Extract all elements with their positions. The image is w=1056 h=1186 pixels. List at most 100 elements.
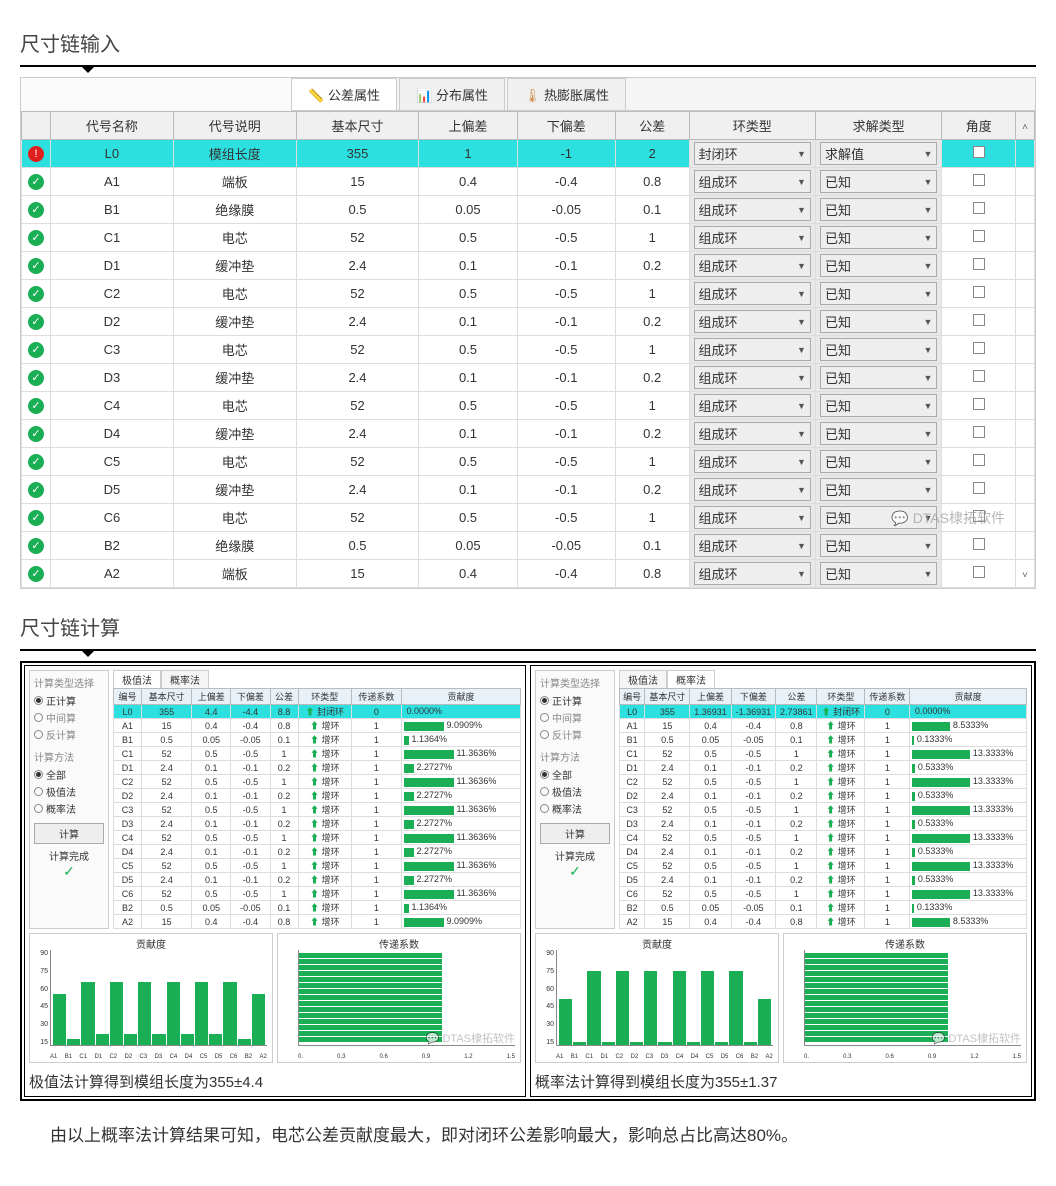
solve-type-dropdown[interactable]: 已知▼ [820,562,937,585]
scroll-track[interactable] [1016,140,1035,168]
ring-type-dropdown[interactable]: 组成环▼ [694,170,811,193]
scroll-track[interactable] [1016,168,1035,196]
angle-checkbox[interactable] [973,482,985,494]
angle-checkbox[interactable] [973,202,985,214]
solve-type-dropdown[interactable]: 已知▼ [820,226,937,249]
angle-cell[interactable] [942,364,1016,392]
scroll-track[interactable] [1016,224,1035,252]
table-row[interactable]: ✓ A2 端板 15 0.4 -0.4 0.8 组成环▼ 已知▼ ˅ [22,560,1035,588]
solve-type-dropdown[interactable]: 已知▼ [820,366,937,389]
calc-method-option[interactable]: 概率法 [34,800,104,817]
table-row[interactable]: ✓ D2 缓冲垫 2.4 0.1 -0.1 0.2 组成环▼ 已知▼ [22,308,1035,336]
table-row[interactable]: ✓ D1 缓冲垫 2.4 0.1 -0.1 0.2 组成环▼ 已知▼ [22,252,1035,280]
scroll-track[interactable] [1016,420,1035,448]
calc-result-tab[interactable]: 概率法 [667,670,715,688]
ring-type-dropdown[interactable]: 组成环▼ [694,422,811,445]
solve-type-dropdown[interactable]: 已知▼ [820,394,937,417]
angle-cell[interactable] [942,168,1016,196]
angle-cell[interactable] [942,448,1016,476]
solve-type-dropdown[interactable]: 已知▼ [820,282,937,305]
angle-checkbox[interactable] [973,286,985,298]
ring-type-dropdown[interactable]: 组成环▼ [694,506,811,529]
angle-cell[interactable] [942,476,1016,504]
tab-0[interactable]: 📏公差属性 [291,78,397,110]
scroll-track[interactable] [1016,336,1035,364]
calc-result-tab[interactable]: 极值法 [619,670,667,688]
scroll-track[interactable] [1016,280,1035,308]
angle-cell[interactable] [942,532,1016,560]
scroll-track[interactable]: ˅ [1016,560,1035,588]
table-row[interactable]: ✓ D4 缓冲垫 2.4 0.1 -0.1 0.2 组成环▼ 已知▼ [22,420,1035,448]
angle-cell[interactable] [942,224,1016,252]
angle-checkbox[interactable] [973,566,985,578]
solve-type-dropdown[interactable]: 已知▼ [820,450,937,473]
calculate-button[interactable]: 计算 [34,823,104,844]
angle-cell[interactable] [942,336,1016,364]
angle-checkbox[interactable] [973,342,985,354]
scroll-track[interactable] [1016,504,1035,532]
table-row[interactable]: ✓ C4 电芯 52 0.5 -0.5 1 组成环▼ 已知▼ [22,392,1035,420]
calc-type-option[interactable]: 反计算 [34,726,104,743]
table-row[interactable]: ✓ D3 缓冲垫 2.4 0.1 -0.1 0.2 组成环▼ 已知▼ [22,364,1035,392]
calc-result-tab[interactable]: 概率法 [161,670,209,688]
scroll-track[interactable] [1016,364,1035,392]
ring-type-dropdown[interactable]: 组成环▼ [694,534,811,557]
angle-cell[interactable] [942,280,1016,308]
calc-method-option[interactable]: 极值法 [34,783,104,800]
angle-cell[interactable] [942,392,1016,420]
scroll-track[interactable] [1016,476,1035,504]
scroll-up[interactable]: ˄ [1016,112,1035,140]
angle-cell[interactable] [942,252,1016,280]
ring-type-dropdown[interactable]: 封闭环▼ [694,142,811,165]
angle-checkbox[interactable] [973,426,985,438]
calc-result-tab[interactable]: 极值法 [113,670,161,688]
ring-type-dropdown[interactable]: 组成环▼ [694,226,811,249]
calc-type-option[interactable]: 正计算 [540,692,610,709]
scroll-track[interactable] [1016,392,1035,420]
calc-type-option[interactable]: 正计算 [34,692,104,709]
angle-cell[interactable] [942,420,1016,448]
table-row[interactable]: ✓ C1 电芯 52 0.5 -0.5 1 组成环▼ 已知▼ [22,224,1035,252]
angle-cell[interactable] [942,196,1016,224]
solve-type-dropdown[interactable]: 已知▼ [820,478,937,501]
solve-type-dropdown[interactable]: 已知▼ [820,170,937,193]
calculate-button[interactable]: 计算 [540,823,610,844]
ring-type-dropdown[interactable]: 组成环▼ [694,310,811,333]
angle-checkbox[interactable] [973,230,985,242]
calc-method-option[interactable]: 全部 [540,766,610,783]
ring-type-dropdown[interactable]: 组成环▼ [694,450,811,473]
scroll-track[interactable] [1016,196,1035,224]
calc-type-option[interactable]: 中间算 [540,709,610,726]
solve-type-dropdown[interactable]: 已知▼ [820,254,937,277]
angle-checkbox[interactable] [973,146,985,158]
table-row[interactable]: ✓ B1 绝缘膜 0.5 0.05 -0.05 0.1 组成环▼ 已知▼ [22,196,1035,224]
solve-type-dropdown[interactable]: 已知▼ [820,338,937,361]
angle-checkbox[interactable] [973,174,985,186]
table-row[interactable]: ✓ A1 端板 15 0.4 -0.4 0.8 组成环▼ 已知▼ [22,168,1035,196]
angle-checkbox[interactable] [973,370,985,382]
ring-type-dropdown[interactable]: 组成环▼ [694,562,811,585]
table-row[interactable]: ✓ C5 电芯 52 0.5 -0.5 1 组成环▼ 已知▼ [22,448,1035,476]
solve-type-dropdown[interactable]: 已知▼ [820,422,937,445]
solve-type-dropdown[interactable]: 已知▼ [820,198,937,221]
angle-checkbox[interactable] [973,454,985,466]
scroll-track[interactable] [1016,252,1035,280]
ring-type-dropdown[interactable]: 组成环▼ [694,478,811,501]
table-row[interactable]: ! L0 模组长度 355 1 -1 2 封闭环▼ 求解值▼ [22,140,1035,168]
angle-checkbox[interactable] [973,258,985,270]
ring-type-dropdown[interactable]: 组成环▼ [694,282,811,305]
calc-method-option[interactable]: 概率法 [540,800,610,817]
ring-type-dropdown[interactable]: 组成环▼ [694,394,811,417]
scroll-track[interactable] [1016,448,1035,476]
angle-cell[interactable] [942,560,1016,588]
angle-cell[interactable] [942,140,1016,168]
calc-method-option[interactable]: 极值法 [540,783,610,800]
table-row[interactable]: ✓ D5 缓冲垫 2.4 0.1 -0.1 0.2 组成环▼ 已知▼ [22,476,1035,504]
ring-type-dropdown[interactable]: 组成环▼ [694,366,811,389]
solve-type-dropdown[interactable]: 已知▼ [820,310,937,333]
angle-checkbox[interactable] [973,538,985,550]
calc-method-option[interactable]: 全部 [34,766,104,783]
calc-type-option[interactable]: 反计算 [540,726,610,743]
table-row[interactable]: ✓ C2 电芯 52 0.5 -0.5 1 组成环▼ 已知▼ [22,280,1035,308]
ring-type-dropdown[interactable]: 组成环▼ [694,338,811,361]
